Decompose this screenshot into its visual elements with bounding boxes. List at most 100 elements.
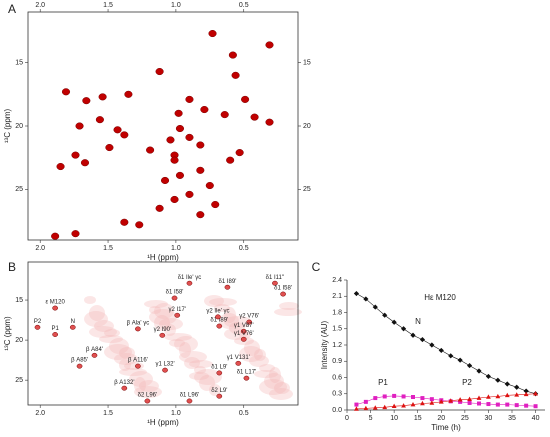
point [363,399,368,404]
point [457,397,463,402]
peak-label: δ1 I89' [210,318,228,324]
point [354,406,359,411]
peak [61,88,71,96]
bg-blob [184,357,200,369]
peak [52,305,58,311]
x-tick-label: 10 [390,415,398,422]
point [392,393,397,398]
series-line [356,393,536,410]
peak [196,211,205,219]
point [382,394,387,399]
peak-label: β Ala' γc [127,320,150,326]
peak [174,109,183,117]
peak [235,360,242,366]
peak-label: γ1 V76' [234,331,254,337]
peak [71,151,80,159]
peak [120,218,129,226]
x-axis-label: ¹H (ppm) [147,253,179,262]
bg-blob [189,360,213,368]
peak [216,323,223,329]
bg-blob [269,367,281,383]
point [495,377,501,383]
point [429,342,435,348]
peak [113,126,122,134]
bg-blob [199,375,215,391]
point [400,326,407,332]
peak [240,328,247,334]
peak [196,166,205,174]
peak [228,51,237,59]
bg-blob [159,318,183,330]
x-tick-label-top: 0.5 [239,2,249,9]
peak [175,171,185,179]
x-tick-label: 2.0 [35,245,45,252]
y-tick-label: 25 [15,377,23,384]
peak [105,143,114,152]
y-tick-label: 0.3 [332,391,342,398]
point [354,402,359,407]
point [523,391,529,397]
bg-blob [104,344,132,360]
panel-letter: A [8,2,16,16]
peak-label: δ2 L9' [211,388,227,394]
peak-label: δ1 L9' [211,365,227,371]
x-tick-label: 20 [437,415,445,422]
point [448,353,454,359]
bg-blob [259,364,275,372]
peak [224,284,231,290]
peak [211,200,220,209]
peak-label: γ1 L32' [155,362,174,368]
bg-blob [149,309,177,325]
peak [120,131,129,139]
point [438,399,444,404]
y-tick-label: 0.0 [332,407,342,414]
y-tick-label: 2.1 [332,293,342,300]
point [467,400,472,405]
bg-blob [114,353,138,365]
point [391,403,397,409]
bg-blob [169,339,185,347]
peak [76,363,83,369]
point [514,403,519,408]
bg-blob [219,313,239,329]
bg-blob [224,307,236,323]
bg-blob [249,355,269,367]
peak [265,118,274,126]
bg-blob [89,326,117,338]
peak [69,324,76,330]
bg-blob [179,351,207,363]
x-tick-label: 0.5 [239,245,249,252]
peak [174,312,181,318]
peak [95,116,104,124]
y-axis-label: Intensity (AU) [320,320,329,369]
peak [208,29,217,38]
bg-blob [259,379,287,395]
peak [34,324,41,330]
bg-blob [129,371,153,387]
y-tick-label-right: 20 [303,123,311,130]
point [410,332,416,338]
peak-label: γ2 I17' [168,307,186,313]
peak [166,136,175,144]
point [495,393,501,399]
point [420,400,425,406]
bg-blob [154,303,174,319]
point [504,381,510,387]
series-label: N [415,317,421,326]
point [533,404,538,409]
peak [231,71,240,79]
x-tick-label-top: 1.5 [103,2,113,9]
chart-title: Hε M120 [424,293,456,302]
point [485,373,492,380]
point [466,362,473,369]
peak [71,230,80,238]
peak [170,195,179,204]
point [448,398,454,403]
y-tick-label: 20 [15,123,23,130]
point [438,347,444,354]
y-tick-label: 2.4 [332,277,342,284]
peak [200,105,209,114]
peak-label: γ2 V76' [239,314,259,320]
point [419,336,426,343]
bg-blob [164,324,176,336]
